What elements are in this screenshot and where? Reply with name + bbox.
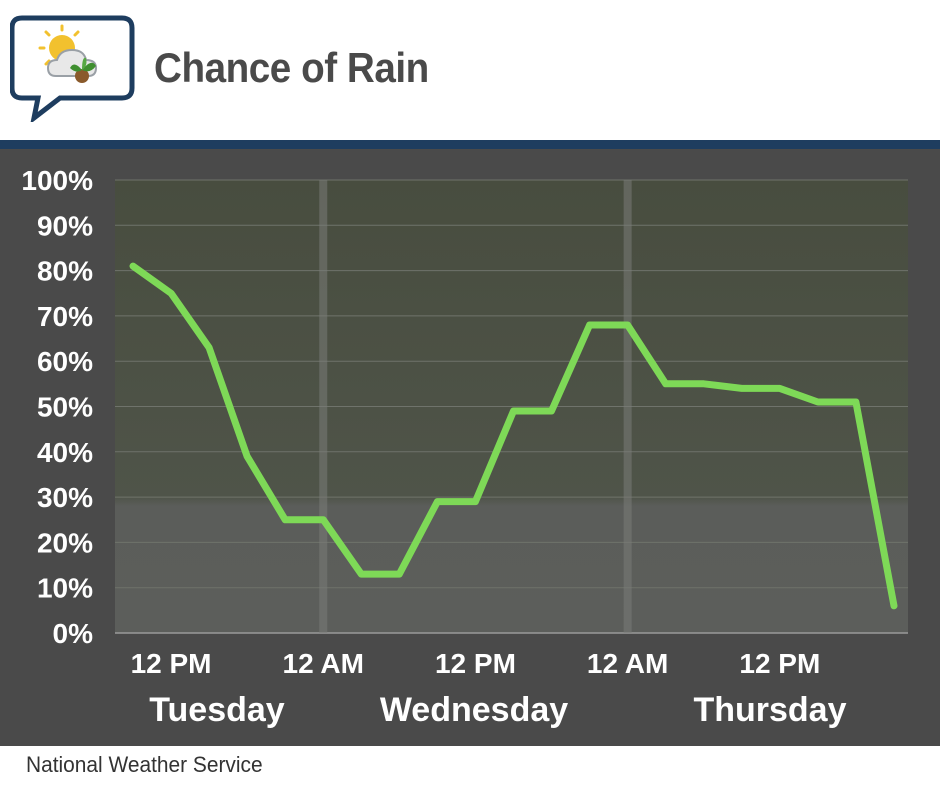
x-tick-label: 12 PM [435,648,516,679]
data-point [246,455,249,458]
x-tick-label: 12 AM [587,648,668,679]
source-credit: National Weather Service [26,752,263,777]
data-point [322,518,325,521]
data-point [550,410,553,413]
day-label: Tuesday [149,691,285,729]
rain-chance-chart: 0% 10% 20% 30% 40% 50% 60% 70% 80% 90% 100% 12 PM 1… [21,165,908,729]
data-point [132,265,134,268]
midnight-divider [623,180,632,633]
data-point [893,604,895,607]
page-title: Chance of Rain [154,44,429,91]
data-point [170,292,173,295]
header: Chance of Rain [0,0,940,140]
y-tick-label: 70% [37,301,93,332]
y-tick-label: 0% [53,618,94,649]
y-tick-label: 50% [37,392,93,423]
y-tick-label: 80% [37,256,93,287]
midnight-divider [319,180,328,633]
data-point [588,323,591,326]
data-point [436,500,439,503]
y-tick-label: 100% [21,165,93,196]
data-point [398,573,401,576]
data-point [702,382,705,385]
y-tick-label: 20% [37,527,93,558]
y-tick-label: 10% [37,573,93,604]
day-label: Wednesday [380,691,568,729]
data-point [816,400,819,403]
chart-panel: 0% 10% 20% 30% 40% 50% 60% 70% 80% 90% 100% 12 PM 1… [0,149,940,746]
y-tick-label: 30% [37,482,93,513]
x-tick-label: 12 PM [131,648,212,679]
x-tick-label: 12 AM [283,648,364,679]
data-point [854,400,857,403]
sun-cloud-leaf-chat-bubble-icon [10,15,135,122]
data-point [284,518,287,521]
data-point [626,323,629,326]
y-tick-label: 40% [37,437,93,468]
data-point [512,410,515,413]
data-point [778,387,781,390]
y-tick-label: 90% [37,210,93,241]
header-divider [0,140,940,149]
data-point [740,387,743,390]
data-point [664,382,667,385]
y-tick-label: 60% [37,346,93,377]
data-point [474,500,477,503]
data-point [360,573,363,576]
data-point [208,346,211,349]
x-tick-label: 12 PM [739,648,820,679]
day-label: Thursday [693,691,846,729]
